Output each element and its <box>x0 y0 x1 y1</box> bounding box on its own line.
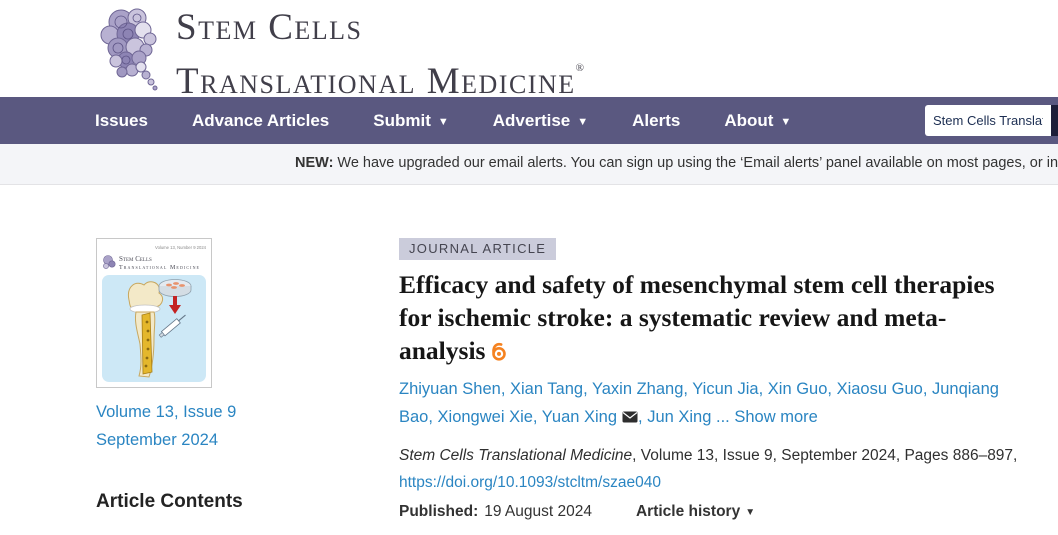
nav-item-alerts[interactable]: Alerts <box>632 110 681 130</box>
author-link[interactable]: Xiongwei Xie <box>437 408 533 426</box>
citation-details: , Volume 13, Issue 9, September 2024, Pa… <box>632 447 1018 464</box>
author-link[interactable]: Yuan Xing <box>541 408 618 426</box>
chevron-down-icon: ▼ <box>577 115 589 128</box>
nav-item-advertise[interactable]: Advertise ▼ <box>492 110 589 130</box>
nav-item-about[interactable]: About ▼ <box>724 110 792 130</box>
open-access-icon <box>492 342 507 361</box>
authors-ellipsis: ... <box>716 408 730 426</box>
author-link[interactable]: Yaxin Zhang <box>591 380 684 398</box>
published-row: Published: 19 August 2024 Article history ▼ <box>399 503 1023 521</box>
article-contents-heading: Article Contents <box>96 491 243 512</box>
journal-logo-cell-cluster-icon <box>100 8 158 91</box>
journal-name-line1: Stem Cells <box>176 7 363 48</box>
banner-text: NEW: We have upgraded our email alerts. Y… <box>295 155 1058 171</box>
journal-article-badge: JOURNAL ARTICLE <box>399 238 557 260</box>
article-header: JOURNAL ARTICLE Efficacy and safety of m… <box>399 238 1023 521</box>
nav-items: Issues Advance Articles Submit ▼ Advertis… <box>95 97 791 144</box>
registered-trademark: ® <box>575 62 584 74</box>
chevron-down-icon: ▼ <box>745 507 756 518</box>
published-date: 19 August 2024 <box>484 503 592 520</box>
author-link[interactable]: Zhiyuan Shen <box>399 380 501 398</box>
author-link[interactable]: Xian Tang <box>510 380 584 398</box>
citation-line: Stem Cells Translational Medicine, Volum… <box>399 442 1023 496</box>
svg-text:Translational Medicine: Translational Medicine <box>119 265 200 271</box>
author-link[interactable]: Xiaosu Guo <box>836 380 923 398</box>
issue-cover-thumbnail[interactable]: Volume 13, Number 9 2024 Stem Cells Tran… <box>96 238 212 388</box>
nav-item-submit[interactable]: Submit ▼ <box>373 110 449 130</box>
nav-item-advance-articles[interactable]: Advance Articles <box>191 110 330 130</box>
banner-new-label: NEW: <box>295 155 334 171</box>
email-alerts-banner: NEW: We have upgraded our email alerts. Y… <box>0 144 1058 185</box>
svg-text:Stem Cells: Stem Cells <box>119 255 152 263</box>
journal-name-line2: Translational Medicine® <box>176 61 584 102</box>
author-link[interactable]: Yicun Jia <box>692 380 759 398</box>
nav-item-issues[interactable]: Issues <box>95 110 148 130</box>
article-title: Efficacy and safety of mesenchymal stem … <box>399 270 995 365</box>
chevron-down-icon: ▼ <box>437 115 449 128</box>
author-link[interactable]: Junqiang Bao <box>399 380 999 426</box>
search-input[interactable] <box>925 105 1051 136</box>
masthead: Stem Cells Translational Medicine® <box>0 0 1058 102</box>
doi-link[interactable]: https://doi.org/10.1093/stcltm/szae040 <box>399 474 661 491</box>
main-navbar: Issues Advance Articles Submit ▼ Advertis… <box>0 97 1058 144</box>
search-button[interactable] <box>1051 105 1058 136</box>
issue-date-link[interactable]: September 2024 <box>96 431 219 449</box>
envelope-icon[interactable] <box>622 411 638 423</box>
cover-issue-note: Volume 13, Number 9 2024 <box>155 245 207 250</box>
published-label: Published: <box>399 503 479 520</box>
show-more-link[interactable]: Show more <box>734 408 818 426</box>
cover-logo: Stem Cells Translational Medicine <box>103 255 200 271</box>
article-history-toggle[interactable]: Article history ▼ <box>635 503 756 520</box>
author-link[interactable]: Jun Xing <box>647 408 712 426</box>
journal-name: Stem Cells Translational Medicine® <box>176 8 584 102</box>
search-box <box>925 105 1051 136</box>
chevron-down-icon: ▼ <box>780 115 792 128</box>
volume-issue-link[interactable]: Volume 13, Issue 9 <box>96 403 237 421</box>
author-list: Zhiyuan Shen, Xian Tang, Yaxin Zhang, Yi… <box>399 380 999 426</box>
citation-journal-name: Stem Cells Translational Medicine <box>399 447 633 464</box>
author-link[interactable]: Xin Guo <box>767 380 828 398</box>
author-byline: Zhiyuan Shen, Xian Tang, Yaxin Zhang, Yi… <box>399 375 1023 431</box>
